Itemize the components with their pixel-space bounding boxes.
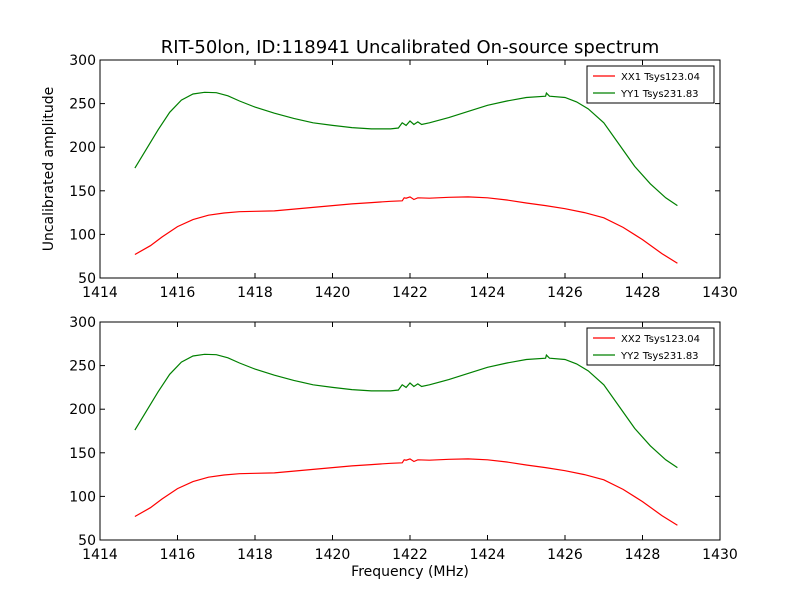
x-tick-label: 1422 [392,285,428,301]
x-tick-label: 1420 [315,285,351,301]
y-tick-label: 50 [78,533,96,549]
y-tick-label: 300 [69,53,96,69]
y-tick-label: 50 [78,271,96,287]
x-tick-label: 1430 [702,285,738,301]
legend-label: YY2 Tsys231.83 [620,351,699,362]
y-axis-label: Uncalibrated amplitude [41,87,57,252]
x-tick-label: 1416 [160,547,196,563]
x-tick-label: 1422 [392,547,428,563]
y-tick-label: 150 [69,184,96,200]
series-line-2 [134,353,678,469]
chart-title: RIT-50lon, ID:118941 Uncalibrated On-sou… [161,37,659,58]
x-tick-label: 1418 [237,285,273,301]
x-axis-label: Frequency (MHz) [351,564,469,580]
y-tick-label: 100 [69,489,96,505]
legend-box [586,65,715,104]
y-tick-label: 250 [69,359,96,375]
legend-label: YY1 Tsys231.83 [620,89,699,100]
y-tick-label: 300 [69,315,96,331]
bottom-panel: 1414 1416 1418 1420 1422 1424 1426 1428 1430 300 2… [69,315,738,563]
x-tick-label: 1414 [82,285,118,301]
legend-label: XX2 Tsys123.04 [621,334,700,345]
series-line-1 [134,458,678,526]
x-tick-label: 1426 [547,547,583,563]
series-line-1 [134,196,678,264]
x-tick-label: 1424 [470,547,506,563]
y-tick-label: 250 [69,97,96,113]
x-tick-label: 1418 [237,547,273,563]
y-tick-label: 200 [69,140,96,156]
x-tick-label: 1420 [315,547,351,563]
series-line-2 [134,91,678,207]
x-tick-label: 1428 [625,285,661,301]
x-tick-label: 1424 [470,285,506,301]
y-tick-label: 150 [69,446,96,462]
top-panel: 1414 1416 1418 1420 1422 1424 1426 1428 1430 300 2… [69,53,738,301]
x-tick-label: 1430 [702,547,738,563]
x-tick-label: 1428 [625,547,661,563]
x-tick-label: 1426 [547,285,583,301]
x-tick-label: 1416 [160,285,196,301]
legend-box [586,327,715,366]
x-tick-label: 1414 [82,547,118,563]
y-tick-label: 200 [69,402,96,418]
y-tick-label: 100 [69,227,96,243]
legend-label: XX1 Tsys123.04 [621,72,700,83]
